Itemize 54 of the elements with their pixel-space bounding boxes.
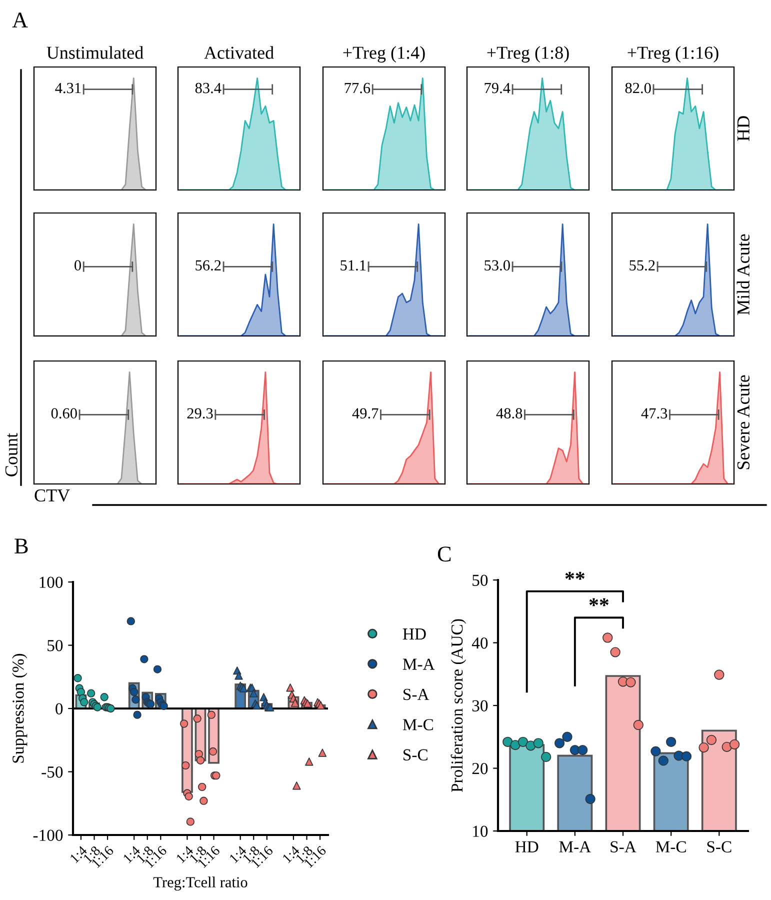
chart-title: Activated xyxy=(204,46,274,59)
y-tick-label: -50 xyxy=(42,766,63,778)
y-tick-label: 0 xyxy=(56,703,63,714)
annotation: ** xyxy=(589,598,609,606)
y-tick-label: -100 xyxy=(33,830,63,841)
y-tick-label: 10 xyxy=(473,826,488,837)
annotation: 82.0 xyxy=(625,82,651,94)
x-tick-label: M-C xyxy=(656,841,686,852)
y-axis-title: Suppression (%) xyxy=(12,654,28,763)
y-tick-label: 50 xyxy=(48,640,63,652)
x-tick-label: HD xyxy=(515,841,538,852)
chart-title: Unstimulated xyxy=(46,46,144,59)
legend-label: S-A xyxy=(404,688,430,700)
legend-label: M-C xyxy=(402,719,433,730)
annotation: 53.0 xyxy=(484,260,510,271)
annotation: 29.3 xyxy=(187,408,213,419)
y-axis-title: Proliferation score (AUC) xyxy=(450,619,466,792)
x-axis-title: Treg:Tcell ratio xyxy=(153,876,248,891)
x-tick-label: M-A xyxy=(559,841,592,852)
annotation: 79.4 xyxy=(484,82,510,94)
annotation: 51.1 xyxy=(340,260,366,271)
legend-label: S-C xyxy=(404,749,428,761)
annotation: 49.7 xyxy=(352,408,378,419)
chart-title: +Treg (1:16) xyxy=(628,46,718,63)
text: CTV xyxy=(34,489,70,502)
annotation: 0.60 xyxy=(51,408,77,419)
y-tick-label: 30 xyxy=(472,700,488,712)
text: C xyxy=(438,546,451,562)
y-tick-label: 40 xyxy=(472,637,488,649)
y-tick-label: 20 xyxy=(472,762,488,774)
chart-title: +Treg (1:8) xyxy=(487,46,569,63)
y2-axis-title: Severe Acute xyxy=(737,375,750,470)
legend-label: HD xyxy=(402,628,426,640)
x-tick-label: 1:4 xyxy=(228,845,248,864)
text: ** xyxy=(565,572,584,580)
annotation: 77.6 xyxy=(344,82,370,94)
legend-label: M-A xyxy=(402,658,435,670)
text: Count xyxy=(5,433,18,476)
y2-axis-title: HD xyxy=(738,116,750,142)
y-tick-label: 100 xyxy=(40,576,63,588)
annotation: 0 xyxy=(74,260,81,270)
chart-title: +Treg (1:4) xyxy=(343,46,425,63)
x-tick-label: S-C xyxy=(707,841,732,852)
annotation: 83.4 xyxy=(195,82,222,94)
annotation: 56.2 xyxy=(196,260,221,271)
text: A xyxy=(12,12,28,28)
annotation: 48.8 xyxy=(496,408,522,419)
text: B xyxy=(14,538,28,554)
y-tick-label: 50 xyxy=(472,574,488,586)
y2-axis-title: Mild Acute xyxy=(736,234,750,315)
annotation: 55.2 xyxy=(630,260,655,271)
x-tick-label: S-A xyxy=(610,841,636,852)
annotation: 4.31 xyxy=(55,82,81,94)
annotation: 47.3 xyxy=(641,408,668,419)
